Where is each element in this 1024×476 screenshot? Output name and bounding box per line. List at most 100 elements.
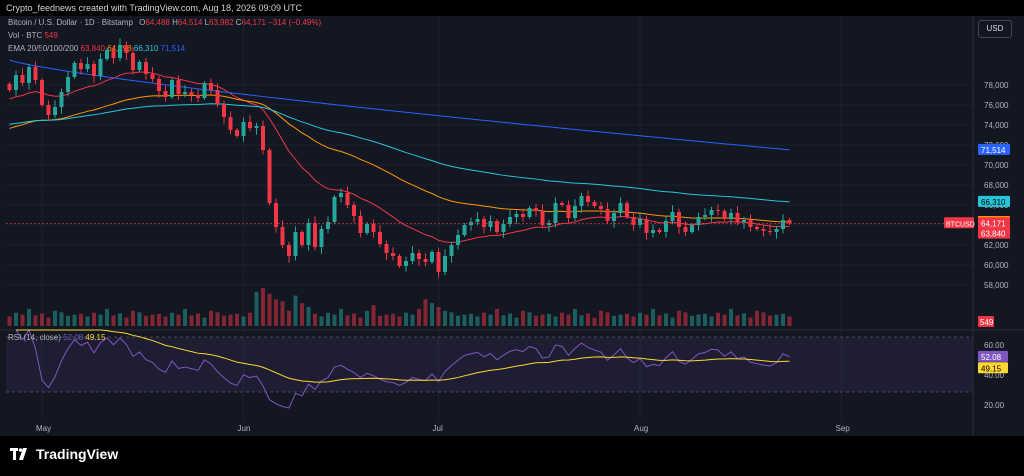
candle-body (722, 211, 727, 219)
ema200-tag: 71,514 (981, 146, 1006, 155)
volume-bar (300, 303, 304, 326)
candle-body (638, 219, 642, 225)
candle-body (573, 206, 577, 218)
volume-bar (781, 313, 785, 326)
tradingview-logo[interactable]: TradingView (10, 446, 118, 462)
volume-bar (222, 315, 226, 326)
candle-body (677, 212, 681, 227)
candle-body (423, 259, 428, 262)
time-tick-label: Aug (634, 424, 648, 433)
candle-body (345, 193, 350, 205)
candle-body (378, 232, 382, 244)
volume-bar (482, 312, 486, 326)
candle-body (534, 208, 538, 211)
candle-body (85, 64, 90, 69)
rsi-tick-label: 60.00 (984, 341, 1005, 350)
candle-body (618, 203, 623, 213)
volume-bar (176, 314, 181, 326)
volume-value: 549 (44, 31, 58, 40)
candle-body (430, 252, 434, 262)
volume-bar (371, 305, 376, 326)
symbol-tag-bg (944, 217, 974, 229)
candle-body (241, 122, 246, 136)
candle-body (716, 210, 720, 211)
candle-body (768, 231, 772, 232)
rsi-tick-label: 40.00 (984, 371, 1005, 380)
currency-button[interactable]: USD (978, 20, 1012, 38)
ema200-tag-bg (978, 143, 1010, 155)
volume-bar (267, 293, 272, 326)
candle-body (313, 223, 317, 247)
candle-body (254, 126, 259, 128)
rsi-line (15, 328, 790, 409)
volume-bar (14, 312, 18, 326)
volume-bar (729, 308, 733, 326)
rsi-ma-value: 49.15 (85, 333, 106, 342)
volume-bar (560, 312, 564, 326)
volume-bar (40, 313, 44, 326)
volume-bar (488, 314, 493, 326)
candle-body (599, 206, 603, 209)
symbol-legend: Bitcoin / U.S. Dollar · 1D · Bitstamp O6… (8, 18, 321, 27)
volume-bar (631, 316, 636, 326)
volume-bar (274, 299, 278, 326)
candle-body (371, 224, 376, 232)
volume-bar (677, 310, 681, 326)
candle-body (150, 74, 155, 79)
candle-body (631, 217, 636, 225)
candle-body (391, 253, 395, 256)
candle-body (53, 107, 57, 115)
candle-body (144, 62, 148, 74)
volume-bar (430, 303, 434, 326)
volume-bar (696, 314, 701, 326)
volume-bar (72, 314, 77, 326)
candle-body (566, 205, 571, 218)
candle-body (358, 216, 363, 233)
candle-body (755, 227, 759, 229)
volume-bar (410, 314, 415, 326)
price-tick-label: 68,000 (984, 181, 1009, 190)
volume-bar (703, 313, 707, 326)
candle-body (7, 84, 12, 90)
volume-bar (20, 314, 25, 326)
candle-body (657, 230, 662, 232)
volume-bar (196, 313, 200, 326)
rsi-ma-tag: 49.15 (981, 364, 1002, 373)
rsi-label: RSI (14, close) (8, 333, 61, 342)
volume-bar (443, 310, 447, 326)
volume-bar (748, 317, 753, 326)
candle-body (781, 220, 785, 229)
candle-body (40, 80, 44, 105)
candle-body (202, 83, 207, 98)
volume-bar (657, 315, 662, 326)
candle-body (436, 252, 441, 272)
volume-bar (131, 310, 135, 326)
volume-bar (170, 312, 174, 326)
price-tick-label: 58,000 (984, 281, 1009, 290)
volume-bar (384, 314, 389, 326)
candle-body (189, 92, 194, 95)
volume-bar (261, 288, 265, 326)
high-value: 64,514 (177, 18, 203, 27)
candle-body (761, 229, 766, 231)
candle-body (462, 225, 467, 235)
candle-body (274, 203, 278, 227)
time-tick-label: Jun (238, 424, 251, 433)
volume-bar (202, 317, 207, 326)
candle-body (326, 222, 330, 229)
volume-bar (280, 301, 285, 326)
volume-bar (625, 313, 629, 326)
time-tick-label: May (36, 424, 51, 433)
candle-body (300, 232, 304, 245)
close-label: C (235, 18, 242, 27)
price-tick-label: 60,000 (984, 261, 1009, 270)
price-tick-label: 74,000 (984, 121, 1009, 130)
candle-body (683, 227, 688, 232)
volume-bar (98, 314, 103, 326)
low-value: 63,982 (209, 18, 234, 27)
candle-body (66, 77, 70, 92)
volume-bar (339, 308, 343, 326)
rsi-ma-tag-bg (978, 362, 1008, 374)
rsi-value: 52.08 (63, 333, 84, 342)
